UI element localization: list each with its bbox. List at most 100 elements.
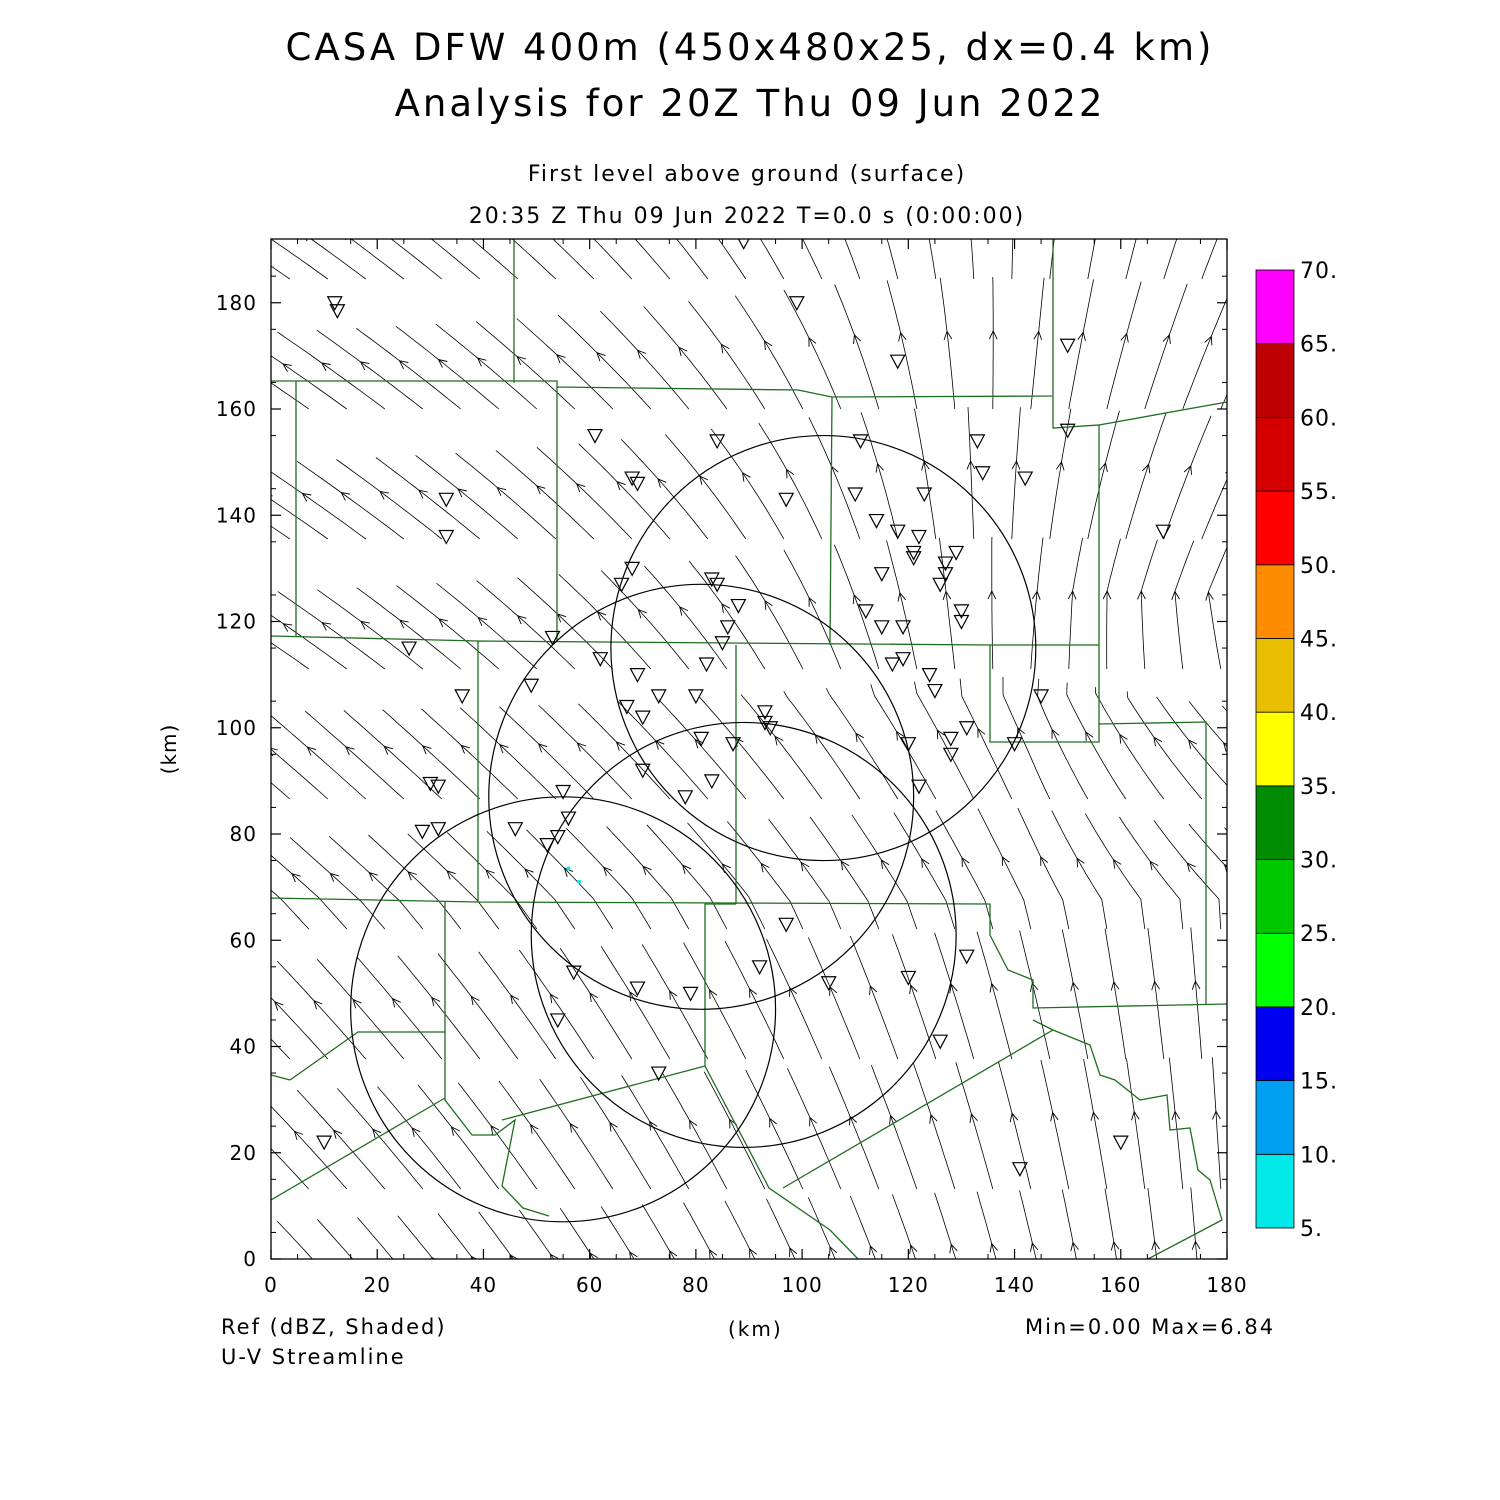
station-marker	[613, 577, 630, 593]
station-marker	[756, 705, 773, 721]
colorbar-label: 65.	[1300, 333, 1338, 358]
x-tick-label: 160	[1100, 1273, 1141, 1297]
station-marker	[756, 715, 773, 731]
station-marker	[714, 636, 731, 652]
station-marker	[820, 976, 837, 992]
colorbar-swatch	[1255, 638, 1295, 713]
station-markers	[316, 239, 1172, 1177]
radar-range-rings	[350, 434, 1037, 1223]
station-marker	[592, 652, 609, 667]
station-marker	[719, 620, 736, 636]
station-marker	[650, 689, 667, 705]
station-marker	[937, 556, 954, 572]
x-tick-label: 120	[888, 1273, 929, 1297]
x-tick-label: 80	[682, 1273, 709, 1297]
station-marker	[730, 598, 747, 614]
station-marker	[942, 747, 959, 763]
station-marker	[1033, 689, 1050, 705]
station-marker	[969, 434, 986, 450]
station-marker	[1006, 737, 1023, 752]
station-marker	[873, 567, 890, 582]
shaded-field-label: Ref (dBZ, Shaded)	[221, 1315, 447, 1339]
colorbar-swatch	[1255, 785, 1295, 860]
station-marker	[326, 296, 343, 312]
station-marker	[953, 604, 970, 620]
station-marker	[895, 652, 912, 667]
station-marker	[703, 774, 720, 790]
station-marker	[560, 811, 577, 827]
y-tick-label: 160	[216, 397, 257, 421]
colorbar-label: 15.	[1300, 1070, 1338, 1095]
x-tick-label: 100	[782, 1273, 823, 1297]
station-marker	[958, 721, 975, 737]
colorbar-label: 30.	[1300, 849, 1338, 874]
station-marker	[895, 620, 912, 636]
station-marker	[438, 529, 455, 545]
y-axis-label: (km)	[157, 724, 181, 775]
station-marker	[847, 487, 864, 503]
station-marker	[565, 965, 582, 981]
echo-point	[577, 879, 582, 884]
station-marker	[401, 641, 418, 657]
colorbar-swatch	[1255, 1153, 1295, 1229]
radar-range-ring	[488, 583, 915, 1010]
station-marker	[586, 428, 603, 444]
streamline-layer	[271, 239, 1227, 1259]
x-tick-label: 0	[264, 1273, 278, 1297]
colorbar-label: 45.	[1300, 627, 1338, 652]
y-tick-label: 40	[230, 1035, 257, 1059]
colorbar-label: 50.	[1300, 554, 1338, 579]
station-marker	[698, 657, 715, 673]
station-marker	[974, 466, 991, 482]
station-marker	[629, 981, 646, 997]
station-marker	[926, 683, 943, 699]
colorbar-swatch	[1255, 711, 1295, 787]
colorbar-swatch	[1255, 564, 1295, 639]
station-marker	[910, 529, 927, 545]
station-marker	[873, 620, 890, 636]
radar-range-ring	[530, 721, 957, 1149]
station-marker	[852, 434, 869, 450]
station-marker	[544, 630, 561, 646]
station-marker	[778, 917, 795, 933]
y-tick-label: 20	[230, 1141, 257, 1165]
chart-title: CASA DFW 400m (450x480x25, dx=0.4 km)	[285, 26, 1215, 69]
station-marker	[788, 296, 805, 312]
station-marker	[778, 492, 795, 508]
station-marker	[414, 824, 431, 840]
station-marker	[889, 524, 906, 540]
y-tick-label: 0	[243, 1247, 257, 1271]
station-marker	[693, 731, 710, 747]
station-marker	[682, 986, 699, 1002]
colorbar-label: 5.	[1300, 1217, 1323, 1242]
x-tick-label: 40	[470, 1273, 497, 1297]
colorbar-label: 70.	[1300, 259, 1338, 284]
station-marker	[921, 668, 938, 683]
colorbar-swatch	[1255, 1006, 1295, 1082]
x-tick-label: 140	[994, 1273, 1035, 1297]
station-marker	[523, 678, 540, 694]
colorbar: 5. 10. 15. 20. 25. 30. 35. 40. 45. 50. 55. 60. 65. 70…	[1255, 259, 1338, 1242]
streamlines	[271, 239, 1227, 1259]
streamline-arrowheads	[271, 239, 1227, 1259]
station-marker	[932, 1034, 949, 1050]
colorbar-label: 25.	[1300, 922, 1338, 947]
station-marker	[624, 561, 641, 577]
level-label: First level above ground (surface)	[527, 162, 967, 187]
y-tick-label: 80	[230, 822, 257, 846]
station-marker	[624, 471, 641, 487]
station-marker	[687, 689, 704, 705]
y-tick-label: 140	[216, 503, 257, 527]
station-marker	[1017, 471, 1034, 487]
y-tick-label: 60	[230, 928, 257, 952]
colorbar-swatch	[1255, 859, 1295, 934]
station-marker	[958, 949, 975, 965]
colorbar-swatch	[1255, 416, 1295, 492]
station-marker	[618, 699, 635, 715]
radar-range-ring	[350, 796, 777, 1223]
station-marker	[430, 779, 447, 795]
county-boundaries	[271, 239, 1227, 1259]
station-marker	[751, 960, 768, 976]
station-marker	[634, 763, 651, 779]
station-marker	[709, 434, 726, 450]
